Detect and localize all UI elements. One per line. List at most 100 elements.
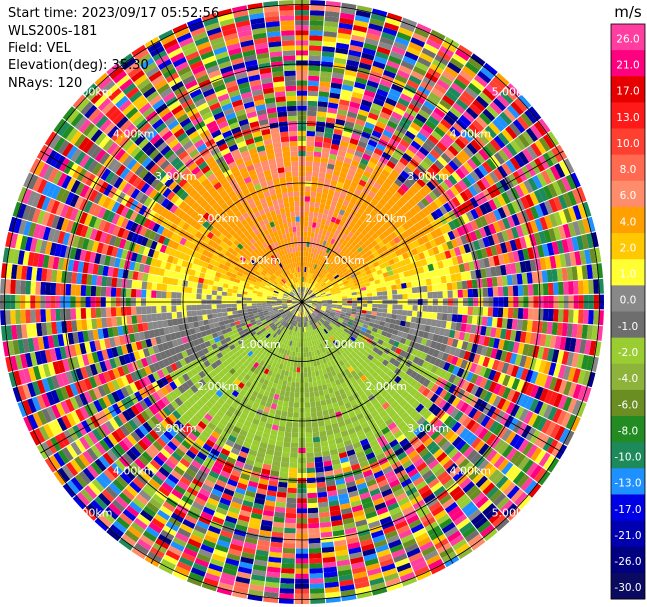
gate-cell — [331, 77, 343, 85]
gate-cell — [581, 234, 589, 250]
gate-cell — [225, 483, 237, 492]
gate-cell — [534, 372, 544, 386]
gate-cell — [524, 109, 538, 124]
gate-cell — [351, 91, 364, 100]
gate-cell — [396, 161, 406, 170]
gate-cell — [356, 524, 369, 532]
gate-cell — [497, 442, 510, 455]
gate-cell — [393, 191, 403, 200]
gate-cell — [293, 315, 297, 321]
gate-cell — [392, 294, 398, 300]
gate-cell — [572, 205, 582, 220]
gate-cell — [317, 338, 322, 344]
gate-cell — [474, 229, 483, 240]
gate-cell — [266, 340, 272, 346]
gate-cell — [390, 426, 400, 435]
gate-cell — [346, 224, 354, 232]
gate-cell — [278, 309, 284, 313]
gate-cell — [313, 288, 318, 293]
gate-cell — [396, 451, 408, 461]
gate-cell — [371, 371, 379, 379]
gate-cell — [98, 455, 111, 469]
gate-cell — [242, 441, 252, 449]
gate-cell — [505, 464, 518, 479]
gate-cell — [322, 450, 331, 457]
gate-cell — [427, 305, 433, 312]
gate-cell — [492, 492, 507, 507]
gate-cell — [402, 192, 412, 202]
gate-cell — [464, 61, 480, 75]
gate-cell — [409, 388, 418, 397]
gate-cell — [522, 284, 529, 296]
gate-cell — [303, 292, 307, 298]
gate-cell — [308, 50, 322, 57]
gate-cell — [418, 252, 426, 260]
gate-cell — [317, 101, 328, 108]
gate-cell — [314, 253, 319, 260]
gate-cell — [379, 79, 393, 88]
gate-cell — [579, 339, 587, 354]
gate-cell — [311, 286, 316, 291]
gate-cell — [309, 396, 315, 403]
gate-cell — [485, 433, 497, 446]
gate-cell — [466, 449, 478, 462]
gate-cell — [530, 142, 543, 157]
gate-cell — [237, 417, 246, 425]
gate-cell — [310, 588, 325, 594]
gate-cell — [321, 294, 327, 298]
gate-cell — [444, 501, 458, 514]
gate-cell — [377, 295, 383, 300]
gate-cell — [305, 171, 312, 177]
gate-cell — [280, 578, 295, 584]
gate-cell — [327, 434, 335, 441]
gate-cell — [262, 329, 268, 335]
gate-cell — [338, 209, 346, 216]
gate-cell — [303, 352, 307, 358]
gate-cell — [440, 118, 453, 130]
gate-cell — [283, 375, 289, 382]
gate-cell — [375, 315, 382, 321]
gate-cell — [302, 286, 304, 292]
gate-cell — [342, 239, 348, 246]
gate-cell — [505, 189, 516, 202]
gate-cell — [311, 297, 317, 300]
gate-cell — [236, 393, 244, 401]
gate-cell — [206, 364, 214, 373]
gate-cell — [347, 169, 356, 177]
gate-cell — [381, 308, 388, 313]
gate-cell — [298, 306, 301, 312]
gate-cell — [551, 322, 558, 336]
gate-cell — [308, 221, 313, 228]
gate-cell — [488, 80, 503, 94]
gate-cell — [342, 130, 352, 138]
gate-cell — [436, 451, 448, 463]
gate-cell — [118, 492, 132, 505]
gate-cell — [294, 305, 299, 309]
gate-cell — [371, 288, 377, 293]
gate-cell — [307, 507, 319, 514]
gate-cell — [340, 94, 351, 102]
gate-cell — [537, 308, 544, 321]
gate-cell — [458, 458, 470, 470]
gate-cell — [290, 325, 294, 331]
gate-cell — [156, 423, 167, 434]
gate-cell — [433, 174, 444, 185]
gate-cell — [386, 120, 398, 130]
gate-cell — [312, 300, 318, 302]
gate-cell — [216, 586, 233, 596]
gate-cell — [557, 194, 568, 210]
gate-cell — [238, 330, 245, 336]
gate-cell — [398, 325, 405, 332]
gate-cell — [285, 310, 290, 315]
gate-cell — [423, 493, 436, 504]
gate-cell — [302, 292, 305, 298]
gate-cell — [315, 308, 321, 312]
gate-cell — [109, 524, 124, 538]
gate-cell — [353, 223, 361, 230]
gate-cell — [265, 581, 280, 588]
gate-cell — [348, 453, 358, 462]
gate-cell — [374, 221, 383, 230]
gate-cell — [399, 139, 411, 149]
gate-cell — [190, 367, 199, 376]
gate-cell — [451, 451, 463, 463]
